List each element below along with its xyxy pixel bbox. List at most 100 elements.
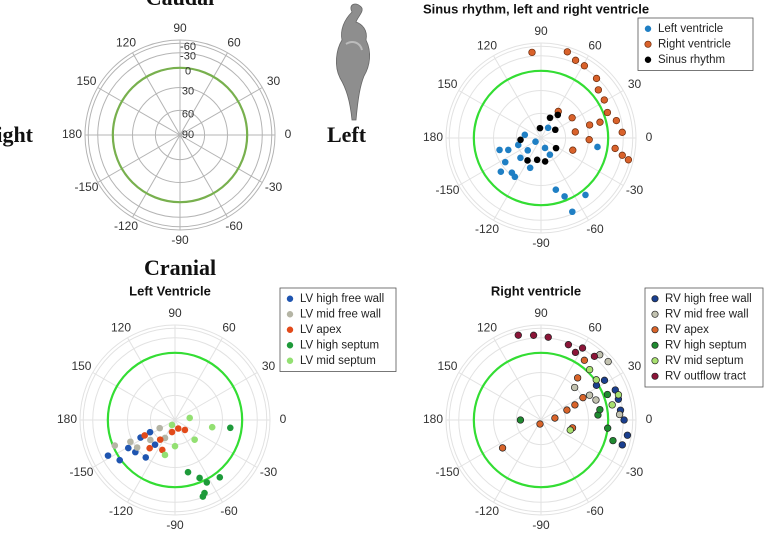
data-point <box>618 151 626 159</box>
reference-circle <box>472 69 610 207</box>
theta-tick-label: 90 <box>534 306 548 320</box>
data-point <box>216 474 224 481</box>
theta-tick-label: 90 <box>534 24 548 38</box>
data-point <box>618 128 626 136</box>
legend-label: Right ventricle <box>658 38 731 50</box>
r-tick-label: 30 <box>182 85 194 97</box>
data-point <box>600 96 608 104</box>
angular-grid <box>179 134 263 183</box>
data-point <box>532 138 539 146</box>
r-tick-label: 60 <box>182 108 194 120</box>
theta-tick-label: 60 <box>588 38 602 52</box>
theta-tick-label: -120 <box>475 504 499 518</box>
theta-tick-label: 60 <box>227 35 241 49</box>
legend-marker <box>651 372 659 380</box>
theta-tick-label: -30 <box>265 180 283 194</box>
data-point <box>196 474 203 482</box>
data-point <box>571 56 580 64</box>
data-point <box>528 48 536 57</box>
data-point <box>551 414 559 422</box>
angular-grid <box>127 337 176 421</box>
data-point <box>116 456 124 464</box>
legend-box <box>637 17 754 71</box>
data-point <box>590 352 599 361</box>
data-point <box>585 391 594 399</box>
data-point <box>174 425 182 432</box>
theta-tick-label: -30 <box>626 183 644 197</box>
data-point <box>181 426 189 434</box>
data-point <box>571 128 579 136</box>
theta-tick-label: 150 <box>76 74 96 88</box>
r-tick-label: 90 <box>182 129 194 141</box>
theta-tick-label: -30 <box>626 465 644 479</box>
legend-label: LV high free wall <box>300 293 384 305</box>
angular-grid <box>458 372 542 421</box>
theta-tick-label: 30 <box>262 359 276 373</box>
data-point <box>568 114 576 122</box>
legend-marker <box>644 40 652 48</box>
data-point <box>168 428 176 436</box>
angular-grid <box>174 372 258 421</box>
legend-label: RV high free wall <box>665 293 752 305</box>
data-point <box>156 436 164 443</box>
legend-label: RV high septum <box>665 339 747 351</box>
theta-tick-label: -60 <box>586 504 604 518</box>
data-point <box>544 124 552 132</box>
data-point <box>147 436 154 444</box>
legend-label: LV apex <box>300 324 342 336</box>
legend-label: LV high septum <box>300 339 379 351</box>
data-point <box>133 444 141 451</box>
polar-chart: 0306090120150180-150-120-90-60-309060300… <box>0 0 367 280</box>
data-point <box>111 442 119 449</box>
theta-tick-label: -30 <box>260 465 278 479</box>
data-point <box>161 451 169 459</box>
legend-marker <box>286 357 294 364</box>
data-point <box>127 438 134 446</box>
theta-tick-label: 0 <box>646 130 653 144</box>
theta-tick-label: 60 <box>222 320 236 334</box>
data-point <box>604 357 612 366</box>
angular-grid <box>493 337 542 421</box>
data-point <box>524 157 531 164</box>
data-point <box>208 423 216 431</box>
data-point <box>552 144 560 152</box>
data-point <box>592 396 600 404</box>
data-point <box>104 452 112 459</box>
theta-tick-label: 30 <box>628 77 642 91</box>
data-point <box>203 479 211 486</box>
angular-grid <box>540 55 589 139</box>
theta-tick-label: -90 <box>166 518 184 532</box>
legend-marker <box>651 295 659 303</box>
data-point <box>184 468 192 476</box>
angular-grid <box>458 137 542 186</box>
data-point <box>564 341 573 349</box>
data-point <box>609 436 617 445</box>
angular-grid <box>179 87 263 136</box>
data-point <box>124 444 132 452</box>
angular-grid <box>174 419 258 468</box>
angular-grid <box>179 52 228 136</box>
data-point <box>141 432 148 439</box>
theta-tick-label: -120 <box>114 219 138 233</box>
data-point <box>516 416 525 424</box>
data-point <box>186 414 194 422</box>
data-point <box>594 143 601 151</box>
data-point <box>536 420 544 428</box>
theta-tick-label: -60 <box>225 219 243 233</box>
data-point <box>615 410 624 419</box>
data-point <box>226 424 234 432</box>
data-point <box>171 442 179 450</box>
polar-chart: 0 30 60 90 120 150 180 -150 -120 -90 -60 -30 Right v… <box>423 283 764 532</box>
theta-tick-label: 150 <box>437 359 457 373</box>
data-point <box>563 406 571 414</box>
angular-grid <box>458 419 542 468</box>
data-point <box>533 156 541 164</box>
legend-marker <box>651 341 659 349</box>
legend: RV high free wall RV mid free wall RV apex… <box>644 287 764 388</box>
theta-tick-label: -60 <box>586 222 604 236</box>
polar-chart: 0 30 60 90 120 150 180 -150 -120 -90 -60 -30 Sinus r… <box>423 1 754 250</box>
theta-tick-label: -90 <box>532 236 550 250</box>
angular-grid <box>493 55 542 139</box>
theta-tick-label: 120 <box>477 320 497 334</box>
data-point <box>552 186 560 194</box>
